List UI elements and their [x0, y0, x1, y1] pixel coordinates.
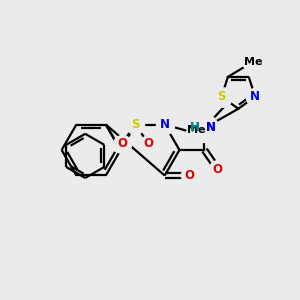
Text: O: O: [117, 137, 127, 150]
Text: Me: Me: [187, 125, 205, 135]
Text: S: S: [217, 90, 226, 103]
Text: N: N: [250, 90, 260, 103]
Text: O: O: [143, 137, 154, 150]
Text: N: N: [206, 122, 216, 134]
Text: O: O: [213, 163, 223, 176]
Text: O: O: [185, 169, 195, 182]
Text: N: N: [206, 122, 216, 134]
Text: N: N: [160, 118, 170, 131]
Text: H: H: [190, 122, 200, 134]
Text: S: S: [131, 118, 140, 131]
Text: Me: Me: [244, 56, 262, 67]
Text: H: H: [190, 122, 200, 134]
